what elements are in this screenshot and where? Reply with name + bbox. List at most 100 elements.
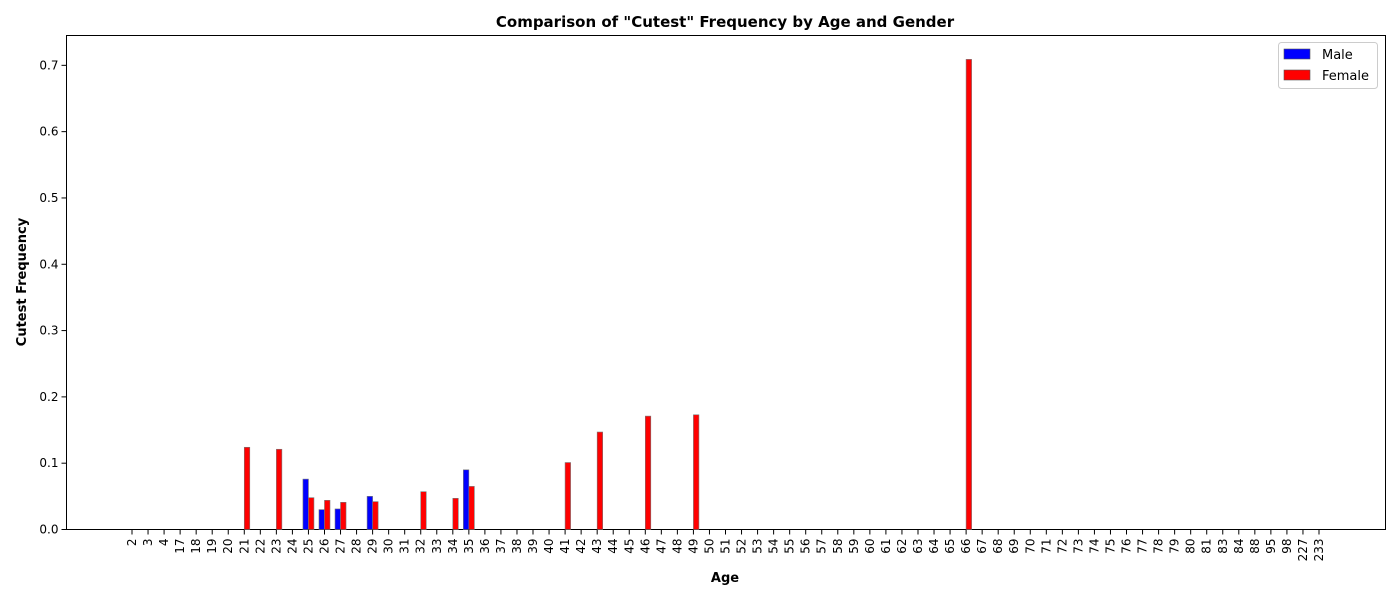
- x-tick-label: 78: [1152, 539, 1166, 554]
- bar-male-27: [334, 508, 341, 530]
- y-tick-label: 0.1: [39, 456, 58, 470]
- x-tick-label: 18: [189, 539, 203, 554]
- x-tick-label: 72: [1055, 539, 1069, 554]
- x-tick-label: 39: [526, 539, 540, 554]
- x-tick-label: 74: [1087, 539, 1101, 554]
- x-tick-label: 37: [494, 539, 508, 554]
- x-tick-label: 24: [285, 539, 299, 554]
- bar-female-41: [564, 462, 571, 530]
- x-tick-label: 65: [943, 539, 957, 554]
- bar-male-35: [463, 469, 470, 530]
- bar-female-23: [276, 448, 283, 530]
- x-tick-label: 70: [1023, 539, 1037, 554]
- x-tick-label: 46: [638, 539, 652, 554]
- x-tick-label: 62: [895, 539, 909, 554]
- bar-male-29: [366, 496, 373, 530]
- y-tick-label: 0.6: [39, 125, 58, 139]
- x-tick-label: 98: [1280, 539, 1294, 554]
- bar-female-32: [420, 491, 427, 530]
- x-tick-label: 233: [1312, 539, 1326, 562]
- x-tick-label: 33: [430, 539, 444, 554]
- bar-female-21: [243, 446, 251, 530]
- bar-female-35: [468, 486, 475, 530]
- y-tick-label: 0.7: [39, 58, 58, 72]
- y-tick-label: 0.2: [39, 390, 58, 404]
- bar-female-29: [372, 501, 379, 530]
- x-tick-label: 67: [975, 539, 989, 554]
- y-axis: 0.0 0.1 0.2 0.3 0.4 0.5 0.6 0.7: [39, 58, 67, 537]
- x-axis-title: Age: [711, 571, 739, 586]
- x-tick-label: 68: [991, 539, 1005, 554]
- x-tick-label: 3: [141, 539, 155, 547]
- x-tick-label: 52: [735, 539, 749, 554]
- bar-female-43: [596, 431, 603, 530]
- x-tick-label: 31: [398, 539, 412, 554]
- legend-label-female: Female: [1322, 69, 1369, 84]
- x-tick-label: 56: [799, 539, 813, 554]
- x-tick-label: 66: [959, 539, 973, 554]
- x-tick-label: 34: [446, 539, 460, 554]
- chart-title: Comparison of "Cutest" Frequency by Age …: [496, 13, 955, 31]
- x-tick-label: 58: [831, 539, 845, 554]
- y-axis-title: Cutest Frequency: [15, 217, 30, 346]
- x-tick-label: 17: [173, 539, 187, 554]
- bar-male-25: [302, 478, 309, 530]
- x-tick-label: 43: [590, 539, 604, 554]
- legend-swatch-female: [1283, 69, 1311, 81]
- x-tick-label: 23: [269, 539, 283, 554]
- x-tick-label: 59: [847, 539, 861, 554]
- bar-female-34: [452, 498, 459, 530]
- x-tick-label: 26: [317, 539, 331, 554]
- bars-group: [243, 59, 972, 530]
- bar-male-26: [318, 509, 325, 530]
- x-tick-label: 29: [366, 539, 380, 554]
- x-tick-label: 50: [702, 539, 716, 554]
- x-tick-label: 64: [927, 539, 941, 554]
- x-tick-label: 49: [686, 539, 700, 554]
- legend-swatch-male: [1283, 48, 1311, 60]
- y-tick-label: 0.5: [39, 191, 58, 205]
- x-tick-label: 45: [622, 539, 636, 554]
- bar-female-49: [693, 414, 700, 530]
- x-tick-label: 95: [1264, 539, 1278, 554]
- x-tick-label: 88: [1248, 539, 1262, 554]
- x-tick-label: 41: [558, 539, 572, 554]
- x-tick-label: 71: [1039, 539, 1053, 554]
- legend: Male Female: [1278, 42, 1378, 89]
- x-tick-label: 42: [574, 539, 588, 554]
- x-tick-label: 51: [719, 539, 733, 554]
- legend-label-male: Male: [1322, 48, 1353, 63]
- x-tick-label: 227: [1296, 539, 1310, 562]
- plot-frame: [66, 35, 1386, 530]
- x-tick-label: 53: [751, 539, 765, 554]
- x-tick-label: 48: [670, 539, 684, 554]
- x-tick-label: 57: [815, 539, 829, 554]
- x-tick-label: 21: [237, 539, 251, 554]
- x-tick-label: 38: [510, 539, 524, 554]
- bar-female-27: [340, 502, 347, 530]
- x-tick-label: 47: [654, 539, 668, 554]
- x-tick-label: 81: [1200, 539, 1214, 554]
- x-tick-label: 83: [1216, 539, 1230, 554]
- y-tick-label: 0.3: [39, 324, 58, 338]
- x-tick-label: 76: [1120, 539, 1134, 554]
- x-tick-label: 60: [863, 539, 877, 554]
- x-tick-label: 73: [1071, 539, 1085, 554]
- x-tick-label: 80: [1184, 539, 1198, 554]
- x-tick-label: 30: [382, 539, 396, 554]
- x-tick-label: 4: [157, 539, 171, 547]
- x-tick-label: 54: [767, 539, 781, 554]
- x-tick-label: 63: [911, 539, 925, 554]
- x-tick-label: 61: [879, 539, 893, 554]
- x-tick-label: 20: [221, 539, 235, 554]
- x-axis: 2 3 4 17 18 19 20 21 22 23 24 25 26 27 28 29 30 31 32 33 34 3…: [125, 529, 1326, 562]
- x-tick-label: 84: [1232, 539, 1246, 554]
- x-tick-label: 36: [478, 539, 492, 554]
- x-tick-label: 19: [205, 539, 219, 554]
- x-tick-label: 22: [253, 539, 267, 554]
- bar-female-66: [965, 59, 972, 530]
- x-tick-label: 69: [1007, 539, 1021, 554]
- bar-female-46: [644, 415, 652, 530]
